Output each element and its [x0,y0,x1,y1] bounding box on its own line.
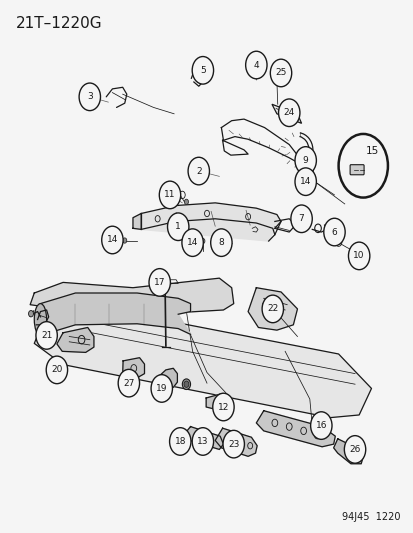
Text: 6: 6 [331,228,337,237]
Text: 14: 14 [299,177,311,186]
Circle shape [210,229,232,256]
Circle shape [338,134,387,198]
Circle shape [183,381,188,387]
Text: 21T–1220G: 21T–1220G [16,16,102,31]
Circle shape [223,430,244,458]
Polygon shape [141,203,280,241]
Circle shape [261,295,283,322]
Circle shape [184,199,188,205]
Text: 5: 5 [199,66,205,75]
Circle shape [200,238,204,244]
Polygon shape [57,327,94,352]
Circle shape [290,205,311,232]
Polygon shape [271,104,301,123]
Text: 14: 14 [107,236,118,245]
Circle shape [36,321,57,349]
Text: 21: 21 [41,331,52,340]
Circle shape [323,218,344,246]
Text: 16: 16 [315,421,326,430]
Polygon shape [160,368,177,387]
Circle shape [300,184,306,192]
Circle shape [151,375,172,402]
Polygon shape [40,293,190,335]
Polygon shape [333,439,362,464]
Circle shape [192,56,213,84]
Circle shape [310,412,331,439]
Text: 13: 13 [197,437,208,446]
Text: 26: 26 [349,445,360,454]
Circle shape [348,242,369,270]
FancyBboxPatch shape [349,165,363,175]
Circle shape [188,157,209,185]
Text: 9: 9 [302,156,308,165]
Circle shape [181,229,203,256]
Text: 14: 14 [186,238,198,247]
Polygon shape [184,426,223,449]
Circle shape [79,83,100,111]
Circle shape [46,356,67,384]
Text: 12: 12 [217,402,228,411]
Circle shape [169,427,190,455]
Text: 20: 20 [51,366,62,374]
Text: 15: 15 [365,146,378,156]
Circle shape [118,369,139,397]
Text: 22: 22 [266,304,278,313]
Text: 19: 19 [156,384,167,393]
Polygon shape [30,278,233,316]
Ellipse shape [34,304,47,335]
Text: 2: 2 [195,166,201,175]
Text: 10: 10 [353,252,364,261]
Polygon shape [206,394,231,411]
Circle shape [102,226,123,254]
Circle shape [28,311,33,317]
Circle shape [344,435,365,463]
Text: 4: 4 [253,61,259,69]
Text: 8: 8 [218,238,224,247]
Text: 1: 1 [175,222,180,231]
Text: 18: 18 [174,437,185,446]
Text: 11: 11 [164,190,175,199]
Text: 27: 27 [123,378,134,387]
Circle shape [159,181,180,209]
Polygon shape [247,288,297,330]
Text: 24: 24 [283,108,294,117]
Polygon shape [256,411,335,447]
Circle shape [122,238,126,243]
Circle shape [278,99,299,126]
Polygon shape [133,214,141,229]
Circle shape [245,51,266,79]
Polygon shape [122,358,144,378]
Circle shape [173,429,186,446]
Circle shape [192,427,213,455]
Circle shape [167,213,188,240]
Circle shape [182,379,190,390]
Text: 94J45  1220: 94J45 1220 [341,512,399,522]
Circle shape [270,59,291,87]
Polygon shape [215,428,256,456]
Circle shape [212,393,234,421]
Circle shape [149,269,170,296]
Circle shape [294,168,316,196]
Polygon shape [34,301,370,418]
Text: 7: 7 [298,214,304,223]
Text: 25: 25 [275,68,286,77]
Text: 17: 17 [154,278,165,287]
Text: 23: 23 [228,440,239,449]
Text: 3: 3 [87,92,93,101]
Circle shape [294,147,316,174]
